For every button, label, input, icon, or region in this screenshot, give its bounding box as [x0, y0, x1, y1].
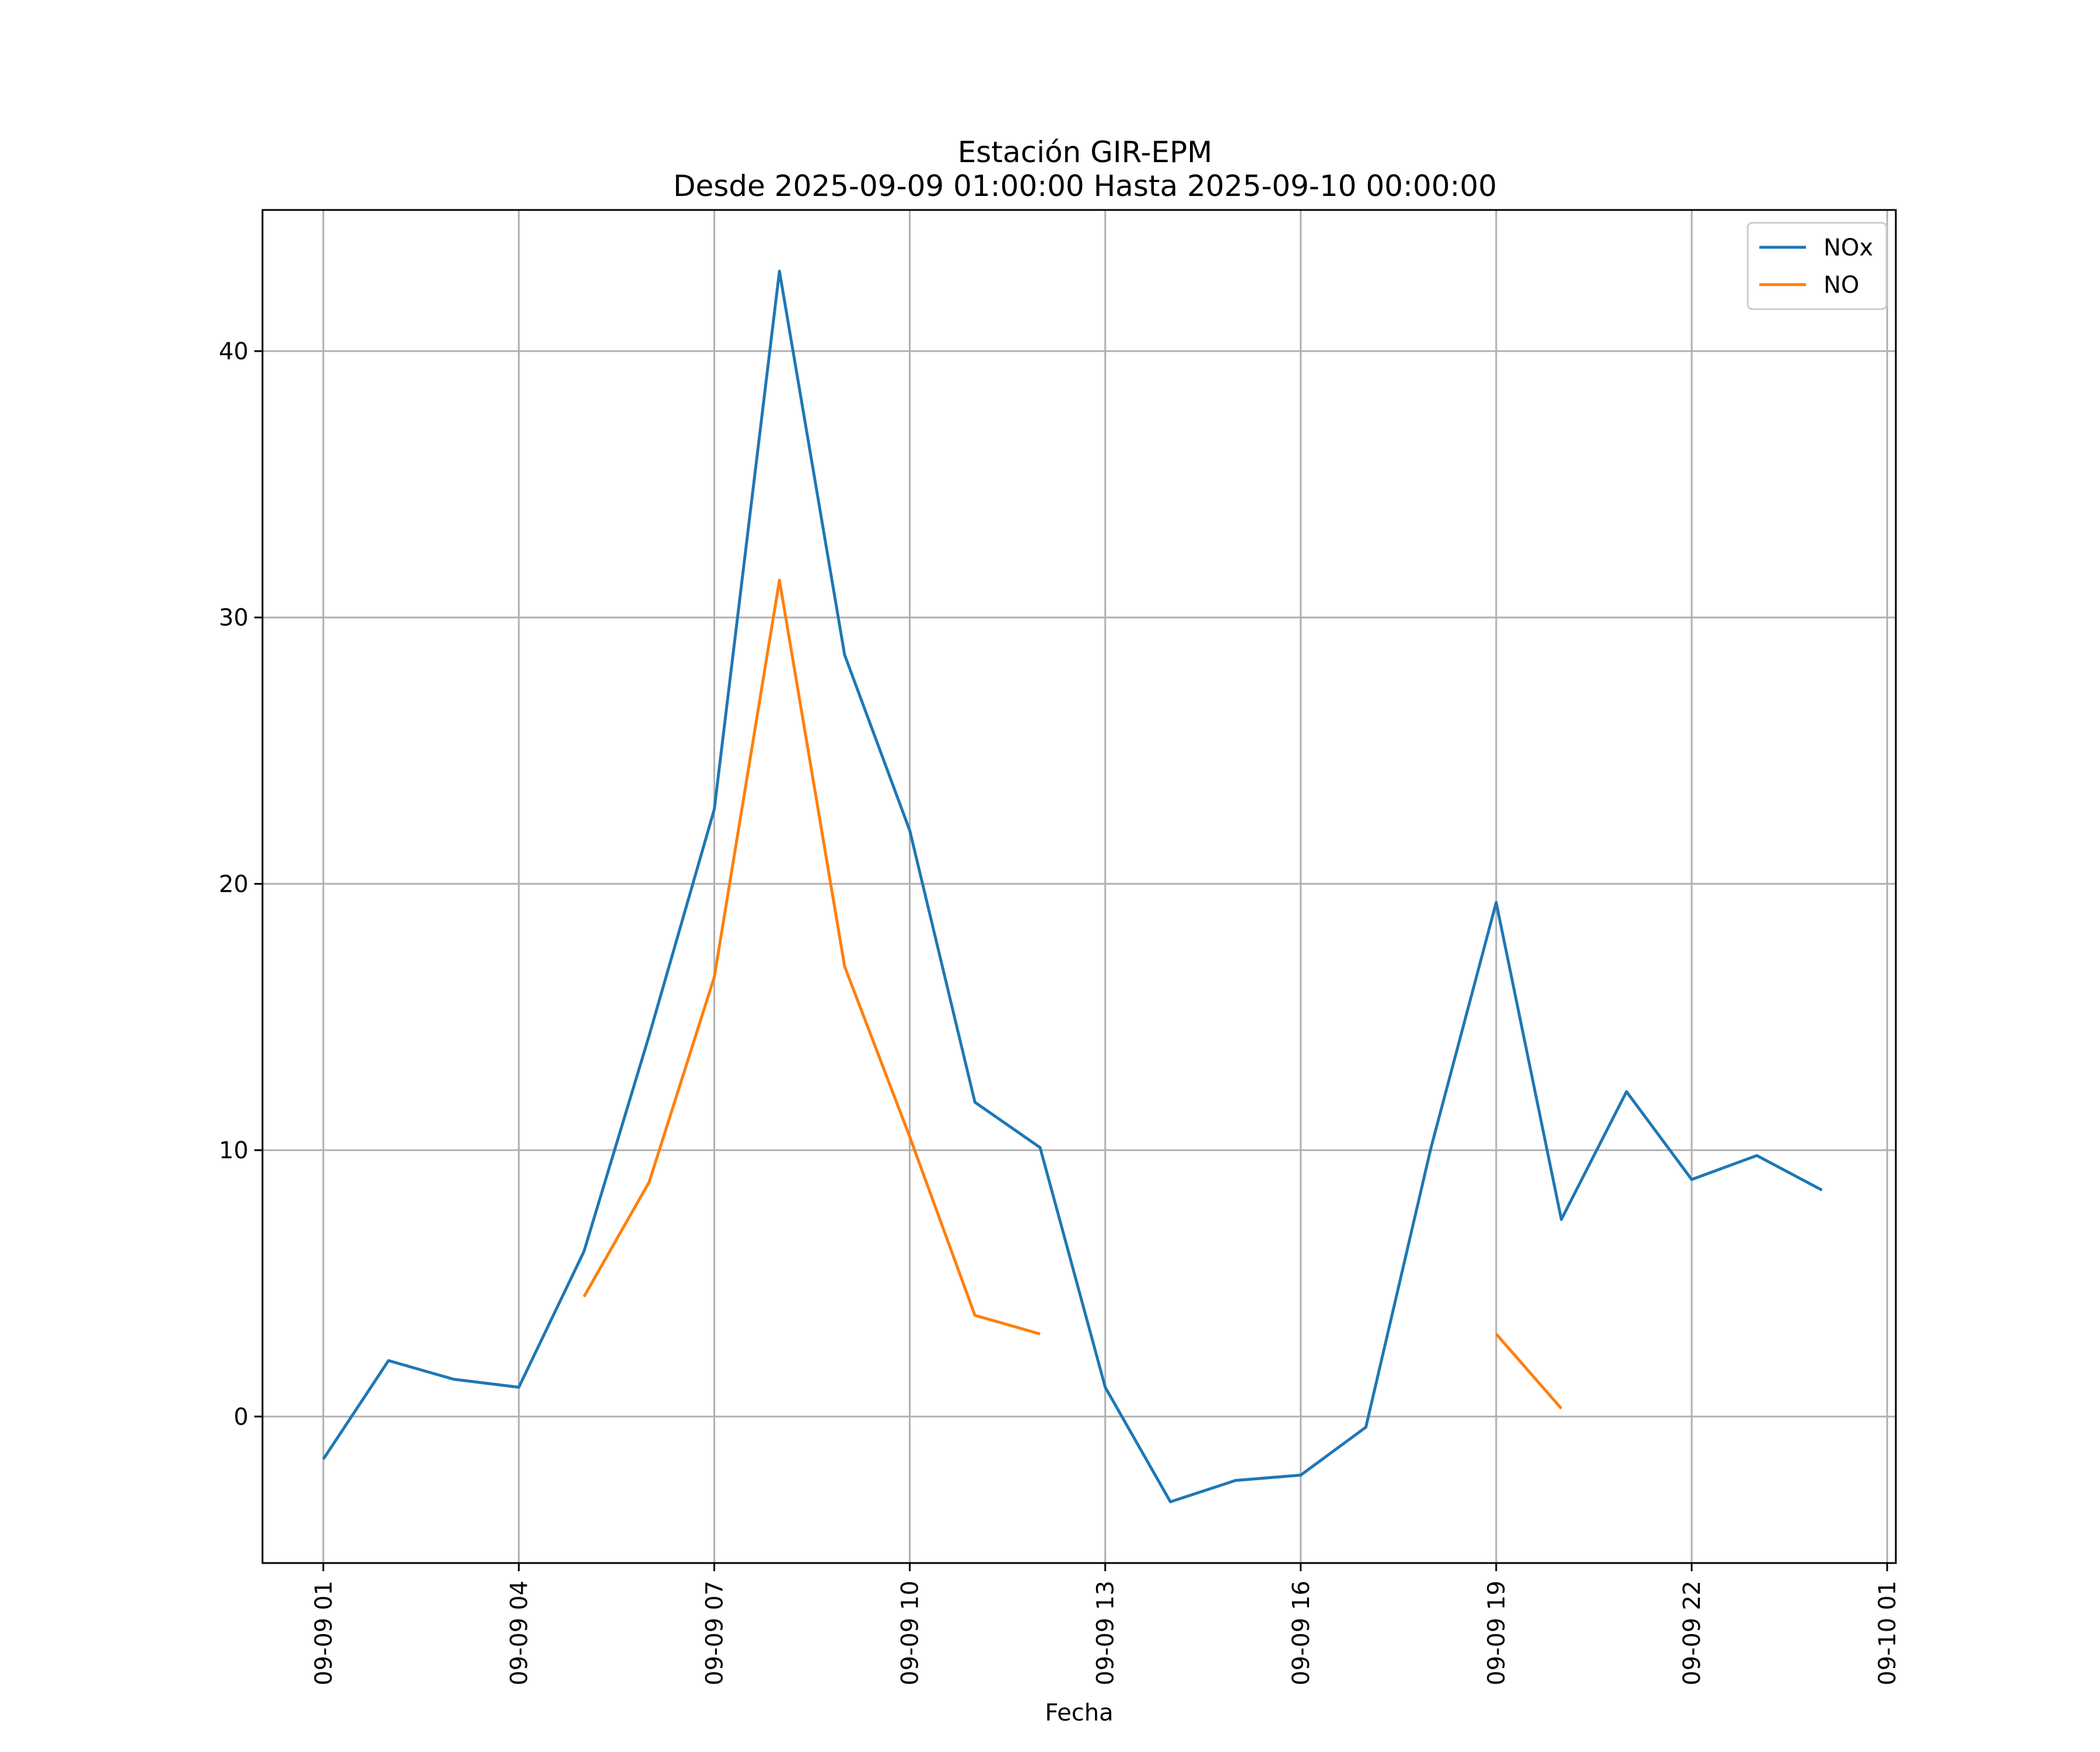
chart-title: Estación GIR-EPM	[958, 135, 1213, 169]
x-tick-label: 09-09 16	[1288, 1581, 1315, 1686]
plot-series	[322, 269, 1823, 1504]
series-no-segment	[1495, 1333, 1563, 1410]
x-tick-label: 09-09 19	[1483, 1581, 1510, 1686]
legend-label-nox: NOx	[1824, 234, 1873, 261]
legend-box	[1746, 222, 1888, 310]
y-axis-ticks: 0 10 20 30 40	[219, 338, 262, 1431]
series-no-segment	[582, 579, 1041, 1336]
y-tick-label: 10	[219, 1137, 249, 1164]
x-tick-label: 09-10 01	[1874, 1581, 1901, 1686]
series-no-line	[582, 579, 1563, 1410]
grid	[262, 210, 1896, 1563]
x-tick-label: 09-09 22	[1679, 1581, 1706, 1686]
series-nox-line	[322, 269, 1823, 1504]
y-tick-label: 40	[219, 338, 249, 365]
x-tick-label: 09-09 07	[701, 1581, 728, 1686]
series-nox-segment	[322, 269, 1823, 1504]
x-tick-label: 09-09 04	[506, 1581, 533, 1686]
legend-label-no: NO	[1824, 272, 1859, 299]
x-tick-label: 09-09 10	[897, 1581, 924, 1686]
x-axis-ticks: 09-09 01 09-09 04 09-09 07 09-09 10 09-09 13…	[310, 1563, 1901, 1686]
y-tick-label: 0	[234, 1404, 249, 1431]
legend: NOx NO	[1746, 222, 1888, 310]
plot-frame	[261, 209, 1897, 1564]
chart-subtitle: Desde 2025-09-09 01:00:00 Hasta 2025-09-…	[673, 169, 1497, 203]
x-tick-label: 09-09 01	[310, 1581, 337, 1686]
y-tick-label: 30	[219, 605, 249, 632]
x-axis-label: Fecha	[1045, 1700, 1113, 1726]
y-tick-label: 20	[219, 871, 249, 898]
x-tick-label: 09-09 13	[1093, 1581, 1119, 1686]
